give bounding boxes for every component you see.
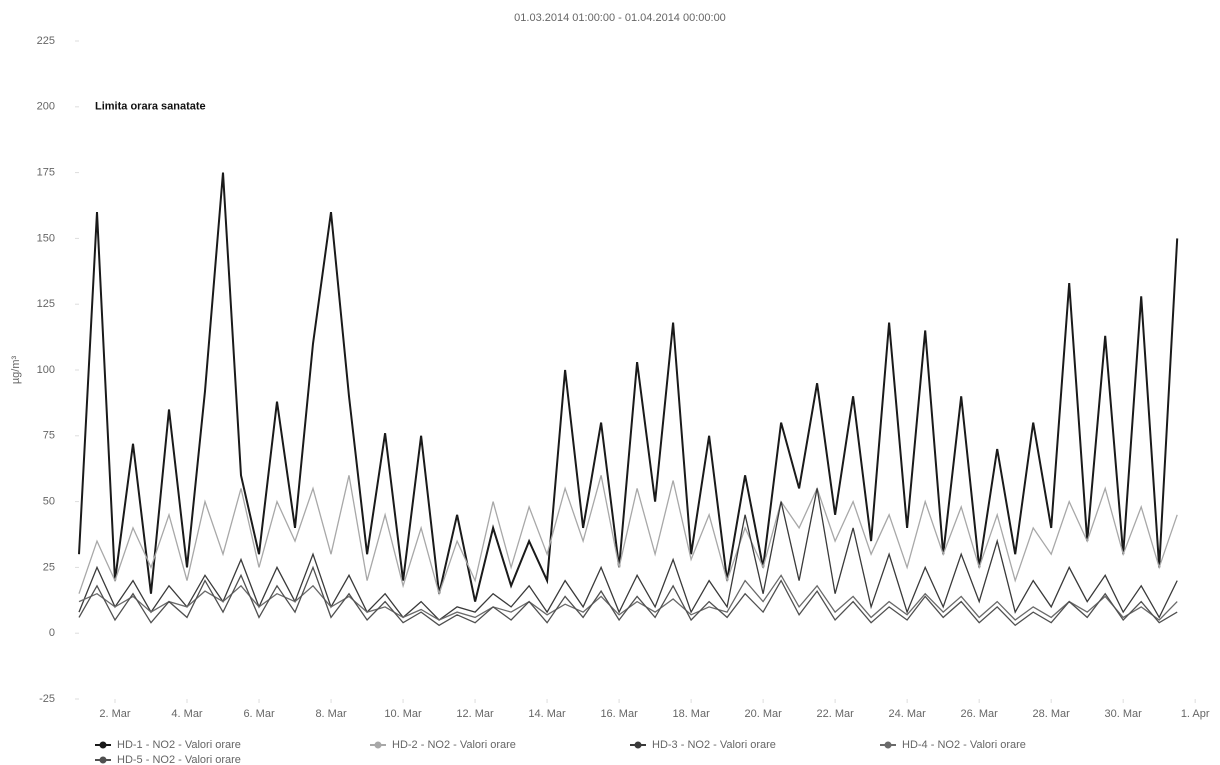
x-tick-label: 14. Mar bbox=[528, 708, 566, 720]
series-line bbox=[78, 172, 1179, 602]
y-tick-label: 75 bbox=[43, 430, 55, 442]
legend-marker bbox=[634, 741, 642, 749]
x-tick-label: 16. Mar bbox=[600, 708, 638, 720]
legend-label: HD-2 - NO2 - Valori orare bbox=[392, 739, 516, 751]
y-tick-label: 125 bbox=[37, 298, 55, 310]
x-tick-label: 24. Mar bbox=[888, 708, 926, 720]
y-tick-label: 50 bbox=[43, 496, 55, 508]
legend-marker bbox=[374, 741, 382, 749]
y-axis-label: µg/m³ bbox=[10, 355, 22, 384]
x-tick-label: 20. Mar bbox=[744, 708, 782, 720]
legend-label: HD-3 - NO2 - Valori orare bbox=[652, 739, 776, 751]
y-tick-label: 150 bbox=[37, 232, 55, 244]
y-tick-label: 25 bbox=[43, 561, 55, 573]
x-tick-label: 4. Mar bbox=[171, 708, 203, 720]
legend-marker bbox=[99, 756, 107, 764]
x-tick-label: 30. Mar bbox=[1105, 708, 1143, 720]
legend-marker bbox=[884, 741, 892, 749]
y-tick-label: 175 bbox=[37, 167, 55, 179]
x-tick-label: 12. Mar bbox=[456, 708, 494, 720]
y-tick-label: 100 bbox=[37, 364, 55, 376]
x-tick-label: 2. Mar bbox=[99, 708, 131, 720]
series-line bbox=[78, 475, 1178, 596]
y-tick-label: -25 bbox=[39, 693, 55, 705]
y-tick-label: 200 bbox=[37, 101, 55, 113]
annotation: Limita orara sanatate bbox=[95, 101, 206, 113]
x-tick-label: 26. Mar bbox=[961, 708, 999, 720]
x-tick-label: 22. Mar bbox=[816, 708, 854, 720]
x-tick-label: 6. Mar bbox=[243, 708, 275, 720]
x-tick-label: 28. Mar bbox=[1033, 708, 1071, 720]
series-line bbox=[78, 488, 1178, 621]
x-tick-label: 18. Mar bbox=[672, 708, 710, 720]
y-tick-label: 0 bbox=[49, 627, 55, 639]
y-tick-label: 225 bbox=[37, 35, 55, 47]
legend-label: HD-4 - NO2 - Valori orare bbox=[902, 739, 1026, 751]
legend-label: HD-1 - NO2 - Valori orare bbox=[117, 739, 241, 751]
legend-label: HD-5 - NO2 - Valori orare bbox=[117, 754, 241, 765]
x-tick-label: 8. Mar bbox=[315, 708, 347, 720]
x-tick-label: 10. Mar bbox=[384, 708, 422, 720]
x-tick-label: 1. Apr bbox=[1181, 708, 1210, 720]
chart-title: 01.03.2014 01:00:00 - 01.04.2014 00:00:0… bbox=[514, 12, 726, 24]
series-line bbox=[78, 565, 1178, 627]
legend-marker bbox=[99, 741, 107, 749]
